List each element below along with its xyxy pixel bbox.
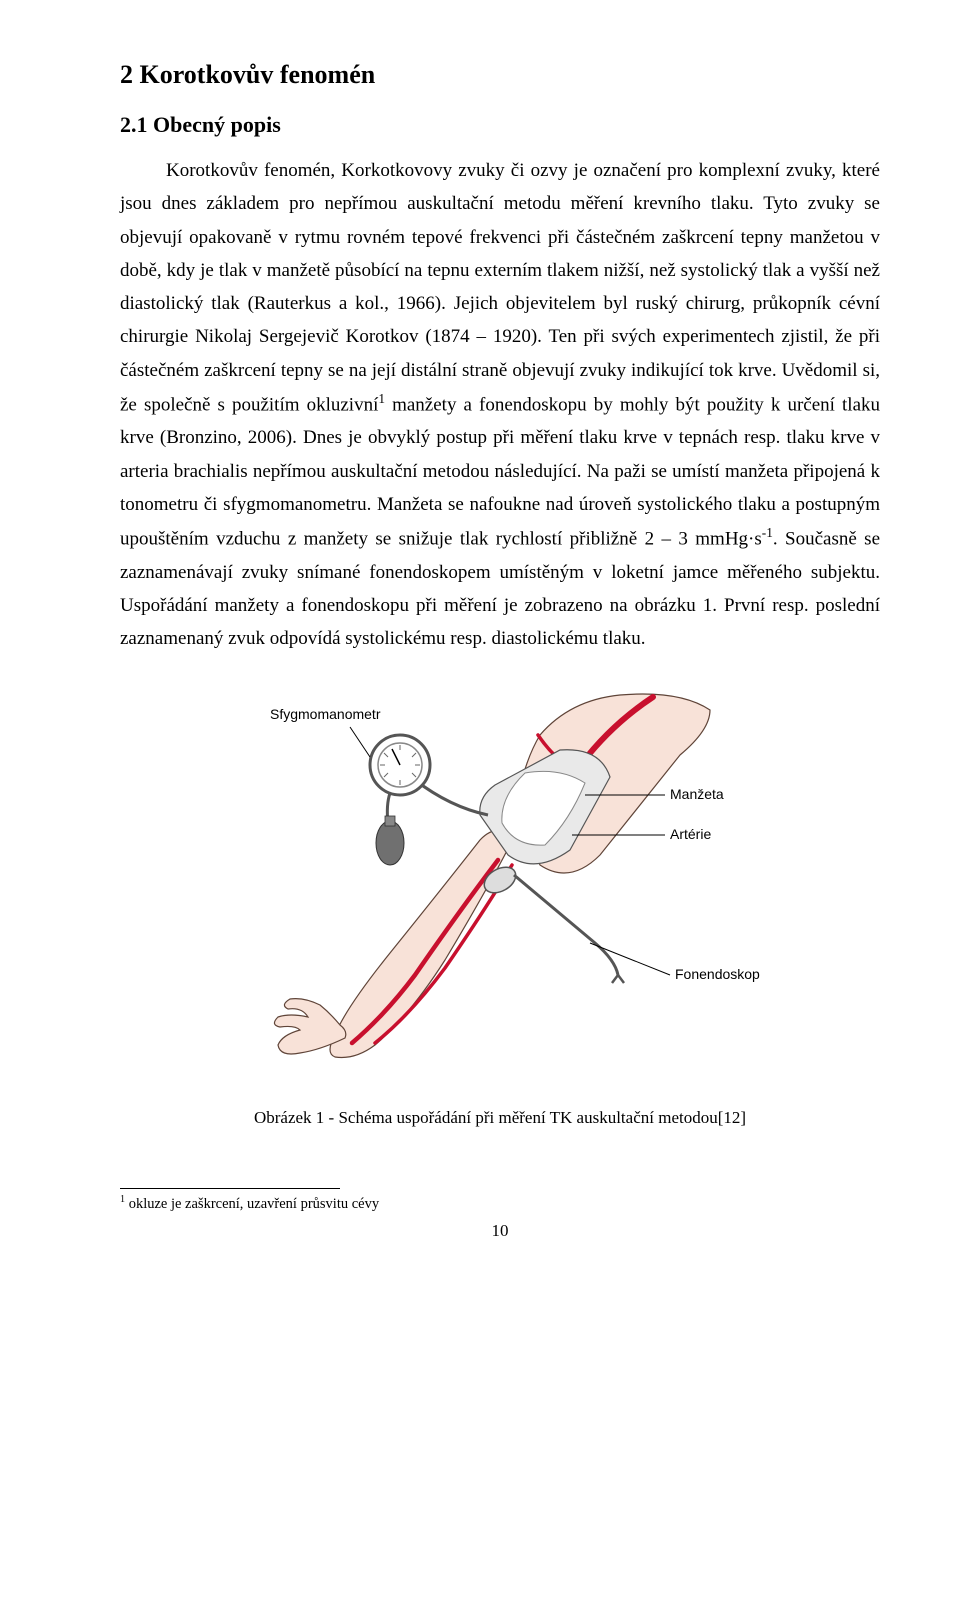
label-stetho: Fonendoskop [675,966,760,982]
label-cuff: Manžeta [670,786,724,802]
footnote-1: 1 okluze je zaškrcení, uzavření průsvitu… [120,1193,880,1214]
page-number: 10 [120,1221,880,1241]
stetho-tube [514,875,618,975]
leader-sphygmo [350,727,370,757]
figure-caption: Obrázek 1 - Schéma uspořádání při měření… [120,1108,880,1128]
body-paragraph: Korotkovův fenomén, Korkotkovovy zvuky č… [120,154,880,655]
leader-stetho [590,943,670,975]
bulb-shape [376,821,404,865]
subsection-heading: 2.1 Obecný popis [120,112,880,138]
forearm-shape [330,830,515,1057]
label-artery: Artérie [670,826,711,842]
arm-cuff-diagram: Sfygmomanometr Manžeta Artérie Fonendosk… [240,685,760,1085]
section-heading: 2 Korotkovův fenomén [120,60,880,90]
figure-1: Sfygmomanometr Manžeta Artérie Fonendosk… [120,685,880,1128]
label-sphygmo: Sfygmomanometr [270,706,381,722]
footnote-separator [120,1188,340,1189]
bulb-valve [385,816,395,826]
stetho-earpieces [612,975,624,983]
cuff-tube [415,780,488,815]
